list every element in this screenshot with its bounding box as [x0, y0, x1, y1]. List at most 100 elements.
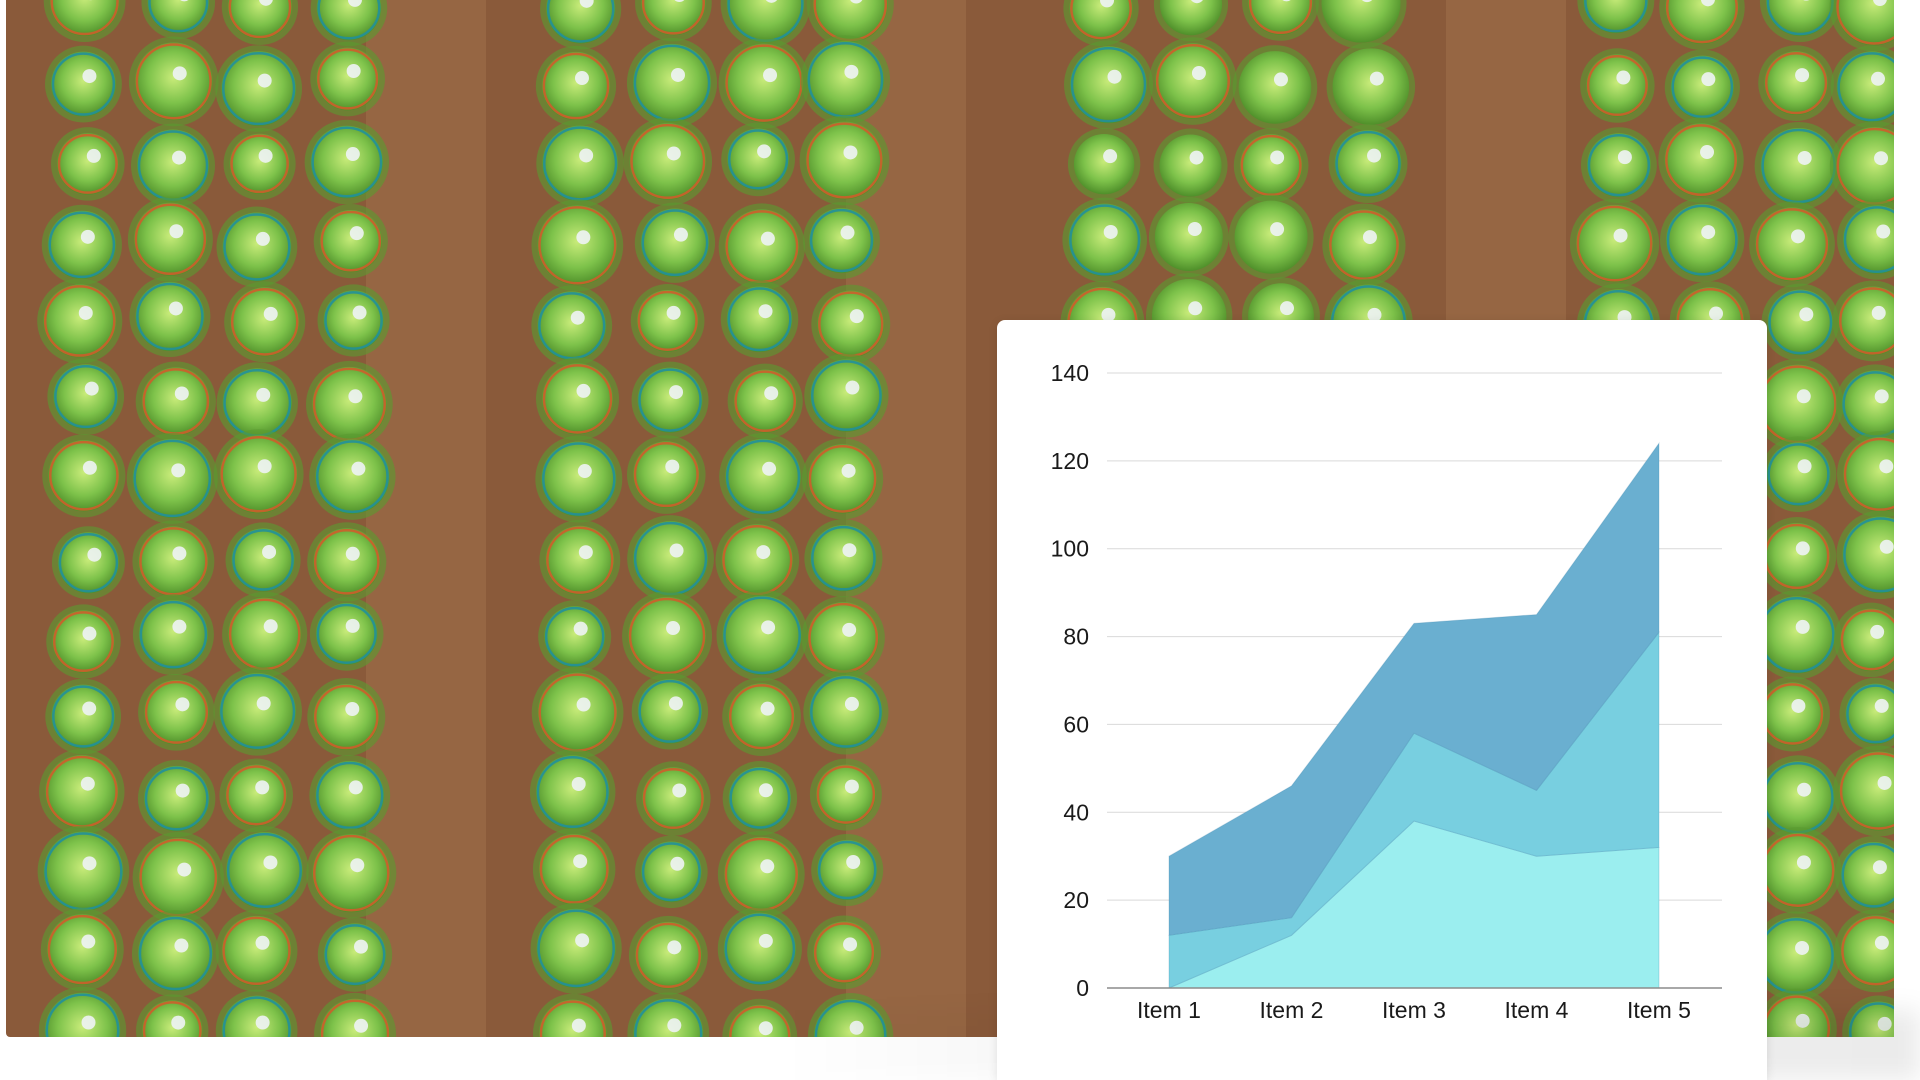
- lettuce-plant: [130, 123, 216, 208]
- area-series-3: [1168, 441, 1660, 936]
- lettuce-plant: [535, 357, 620, 441]
- lettuce-plant: [719, 432, 807, 521]
- y-tick-label: 20: [1063, 887, 1089, 913]
- lettuce-plant: [718, 37, 810, 129]
- lettuce-plant: [1835, 364, 1894, 445]
- lettuce-plant: [51, 127, 125, 201]
- lettuce-plant: [132, 520, 215, 603]
- lettuce-plant: [216, 362, 298, 444]
- lettuce-plant: [529, 749, 616, 835]
- lettuce-plant: [1754, 826, 1842, 914]
- area-series-group: [1168, 441, 1660, 989]
- lettuce-plant: [803, 202, 880, 279]
- lettuce-plant: [1760, 436, 1837, 513]
- lettuce-plant: [216, 206, 298, 288]
- lettuce-plant: [635, 0, 712, 42]
- lettuce-plant: [1833, 745, 1894, 837]
- lettuce-plant: [1754, 121, 1843, 210]
- lettuce-plant: [1659, 0, 1745, 51]
- lettuce-plant: [1751, 911, 1841, 1001]
- lettuce-plant: [540, 0, 622, 50]
- lettuce-plant: [636, 761, 711, 836]
- lettuce-plant: [806, 0, 894, 49]
- lettuce-plant: [801, 596, 885, 680]
- lettuce-plant: [803, 669, 889, 755]
- lettuce-plant: [727, 363, 803, 439]
- lettuce-plant: [1232, 45, 1318, 130]
- lettuce-plant: [717, 830, 805, 918]
- lettuce-plant: [304, 119, 390, 205]
- lettuce-plant: [215, 989, 298, 1037]
- lettuce-plant: [310, 41, 386, 117]
- lettuce-plant: [530, 902, 622, 994]
- y-tick-label: 100: [1051, 536, 1089, 562]
- lettuce-plant: [1228, 194, 1314, 280]
- lettuce-plant: [716, 589, 808, 681]
- lettuce-plant: [1842, 995, 1894, 1037]
- x-tick-label: Item 3: [1382, 997, 1446, 1023]
- lettuce-plant: [1664, 49, 1740, 125]
- lettuce-plant: [531, 285, 613, 367]
- lettuce-plant: [127, 196, 213, 282]
- lettuce-plant: [309, 597, 384, 671]
- lettuce-plant: [310, 0, 388, 47]
- lettuce-plant: [1756, 988, 1837, 1037]
- x-tick-label: Item 4: [1505, 997, 1569, 1023]
- lettuce-plant: [532, 827, 616, 911]
- lettuce-plant: [37, 825, 130, 918]
- lettuce-plant: [720, 280, 799, 358]
- lettuce-plant: [538, 600, 612, 674]
- lettuce-plant: [626, 435, 706, 514]
- lettuce-plant: [1326, 42, 1416, 131]
- lettuce-plant: [37, 278, 123, 364]
- lettuce-plant: [40, 908, 124, 992]
- lettuce-plant: [43, 0, 126, 43]
- lettuce-plant: [222, 591, 308, 677]
- lettuce-plant: [800, 35, 891, 125]
- lettuce-plant: [627, 515, 714, 602]
- lettuce-plant: [224, 281, 306, 363]
- lettuce-plant: [532, 993, 613, 1037]
- lettuce-plant: [132, 831, 224, 924]
- lettuce-plant: [1834, 836, 1894, 915]
- lettuce-plant: [213, 667, 302, 756]
- lettuce-plant: [531, 199, 624, 292]
- lettuce-plant: [51, 526, 125, 600]
- lettuce-plant: [128, 36, 219, 127]
- lettuce-plant: [141, 0, 216, 40]
- lettuce-plant: [317, 917, 393, 992]
- lettuce-plant: [317, 284, 390, 357]
- lettuce-plant: [807, 915, 881, 990]
- lettuce-plant: [628, 915, 708, 995]
- lettuce-plant: [38, 986, 127, 1037]
- lettuce-plant: [1659, 197, 1745, 283]
- lettuce-plant: [804, 353, 889, 438]
- x-tick-label: Item 1: [1137, 997, 1201, 1023]
- lettuce-plant: [536, 119, 625, 208]
- x-tick-label: Item 5: [1627, 997, 1691, 1023]
- y-tick-label: 60: [1063, 711, 1089, 737]
- lettuce-plant: [309, 433, 396, 520]
- lettuce-plant: [129, 275, 211, 357]
- lettuce-plant: [307, 677, 386, 757]
- lettuce-plant: [1233, 128, 1309, 203]
- lettuce-plant: [47, 358, 125, 435]
- lettuce-plant: [1829, 121, 1894, 212]
- lettuce-plant: [1064, 40, 1153, 130]
- lettuce-plant: [715, 518, 800, 602]
- lettuce-plant: [622, 591, 713, 682]
- lettuce-plant: [1148, 197, 1229, 277]
- lettuce-plant: [811, 284, 891, 364]
- lettuce-plant: [1834, 909, 1894, 993]
- lettuce-plant: [1757, 516, 1837, 596]
- lettuce-plant: [1836, 431, 1894, 518]
- chart-card: 0 20 40 60 80 100 120 140 Item 1 Item 2 Item 3 Ite…: [997, 320, 1767, 1080]
- lettuce-plant: [307, 522, 387, 602]
- y-tick-label: 120: [1051, 448, 1089, 474]
- lettuce-plant: [1830, 45, 1894, 129]
- lettuce-plant: [799, 115, 890, 206]
- lettuce-plant: [807, 993, 894, 1037]
- lettuce-plant: [215, 909, 298, 992]
- lettuce-plant: [1839, 677, 1894, 751]
